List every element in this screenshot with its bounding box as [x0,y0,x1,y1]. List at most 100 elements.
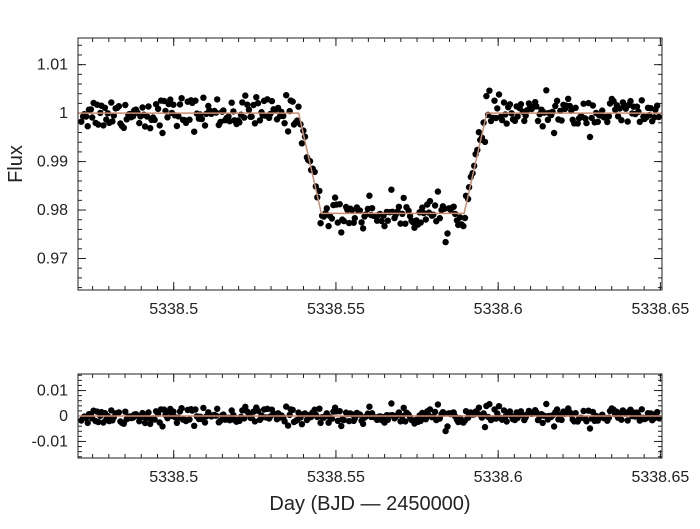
flux-data-point [400,194,407,202]
residual-data-point [316,405,323,412]
bottom-y-tick-label: -0.01 [32,433,69,450]
flux-data-point [533,103,540,110]
flux-data-point [289,98,296,105]
flux-data-point [84,123,91,130]
residual-data-point [317,419,324,426]
flux-data-point [228,99,235,106]
flux-data-point [417,219,424,226]
residual-data-point [295,409,302,416]
flux-data-point [198,115,206,123]
flux-data-point [268,97,276,105]
residual-data-point [141,419,149,427]
residual-data-point [586,425,594,432]
flux-data-point [388,186,395,193]
flux-data-point [503,120,510,127]
residual-data-point [289,406,296,414]
flux-data-point [583,119,590,127]
flux-data-point [325,222,332,230]
flux-data-point [284,128,292,135]
flux-data-point [624,118,631,125]
flux-data-point [589,102,597,109]
flux-data-point [151,116,158,124]
flux-data-point [78,118,85,125]
flux-data-point [565,95,572,103]
residual-data-point [242,403,249,410]
flux-data-point [159,129,166,137]
bottom-x-tick-label: 5338.6 [474,469,523,486]
flux-data-point [160,97,168,105]
residual-data-point [397,418,404,425]
flux-data-point [139,104,146,111]
flux-data-point [175,113,182,120]
flux-data-point [200,94,207,101]
flux-data-point [553,97,561,105]
residual-data-point [503,418,510,425]
residual-data-point [301,410,309,417]
flux-data-point [176,101,184,108]
flux-data-point [500,99,508,106]
flux-data-point [461,214,469,222]
residual-data-point [214,405,221,412]
flux-data-point [384,217,391,224]
flux-data-point [534,117,542,125]
residual-data-point [654,408,661,416]
flux-data-point [241,114,248,121]
residual-data-point [281,418,288,425]
flux-data-point [83,113,90,120]
flux-data-point [431,202,439,209]
flux-data-point [338,229,345,236]
transit-model-line [78,112,662,215]
bottom-panel-data-points [78,400,662,435]
flux-data-point [164,114,171,121]
residual-data-point [553,406,561,413]
flux-data-point [486,87,493,94]
flux-data-point [129,113,137,120]
top-y-tick-label: 0.99 [37,154,68,171]
flux-data-point [178,95,185,102]
flux-data-point [543,87,550,94]
residual-data-point [95,418,102,426]
flux-data-point [594,118,601,126]
flux-data-point [110,112,118,119]
residual-data-point [539,419,546,427]
flux-data-point [253,94,260,101]
residual-data-point [151,416,158,423]
flux-data-point [311,168,318,176]
residual-data-point [241,415,248,422]
flux-data-point [145,103,152,110]
flux-data-point [618,117,625,124]
flux-data-point [242,92,249,99]
flux-data-point [483,92,490,100]
flux-data-point [450,203,457,210]
flux-data-point [191,128,198,135]
bottom-x-tick-label: 5338.55 [307,469,365,486]
flux-data-point [434,188,442,195]
flux-data-point [192,97,199,104]
flux-data-point [586,133,594,141]
residual-data-point [481,423,489,431]
flux-data-point [244,101,251,108]
flux-data-point [402,220,409,227]
flux-data-point [430,211,437,218]
flux-data-point [456,214,464,221]
residual-data-point [495,403,503,410]
residuals-panel: 5338.5 5338.55 5338.6 5338.65 -0.01 0 0.01 Da… [32,373,689,515]
flux-data-point [422,216,429,223]
flux-data-point [89,114,96,121]
residual-data-point [226,417,233,424]
residual-data-point [178,405,185,412]
flux-data-point [599,107,606,114]
flux-data-point [502,111,509,118]
y-axis-title-flux: Flux [5,145,27,183]
top-x-tick-labels: 5338.5 5338.55 5338.6 5338.65 [149,301,689,318]
flux-data-point [239,99,246,106]
flux-data-point [201,122,209,129]
flux-data-point [358,219,365,226]
residual-data-point [417,417,424,424]
flux-data-point [580,100,587,107]
top-x-tick-label: 5338.65 [631,301,689,318]
residual-data-point [186,416,193,423]
top-y-tick-label: 1.01 [37,57,68,74]
flux-data-point [186,116,193,123]
flux-data-point [397,220,404,227]
